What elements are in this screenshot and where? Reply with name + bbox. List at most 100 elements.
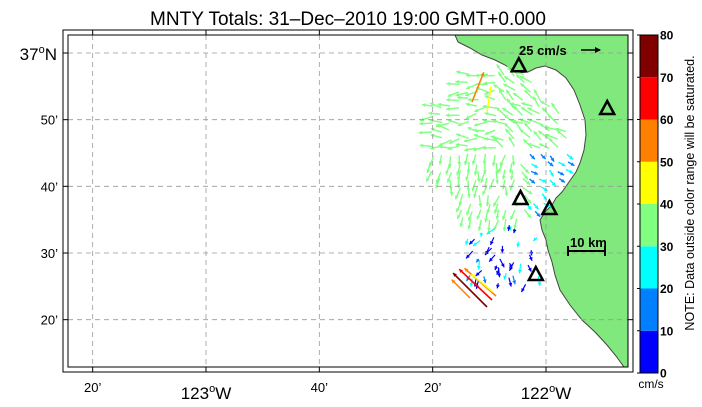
colorbar-note: NOTE: Data outside color range will be s…	[683, 55, 697, 330]
current-vector	[446, 97, 460, 102]
current-vector	[465, 102, 478, 107]
current-vector	[521, 102, 533, 107]
current-vector	[471, 154, 477, 165]
current-vector	[471, 180, 477, 192]
current-vector	[558, 178, 566, 183]
current-vector	[455, 142, 468, 147]
current-vector	[484, 129, 496, 136]
current-vector	[418, 130, 433, 135]
current-vector	[464, 147, 476, 152]
current-vector	[522, 186, 533, 195]
current-vector	[548, 137, 559, 148]
colorbar-segment	[640, 35, 658, 78]
current-vector	[523, 209, 532, 219]
current-vector	[466, 187, 471, 198]
current-vector	[451, 279, 471, 299]
current-vector	[483, 177, 488, 189]
current-vector	[529, 178, 536, 184]
current-vector	[484, 210, 489, 223]
current-vector	[457, 120, 470, 127]
colorbar-segment	[640, 77, 658, 120]
current-vector	[495, 172, 500, 184]
current-vector	[495, 209, 500, 220]
current-vector	[456, 209, 463, 220]
map-frame	[67, 34, 629, 368]
colorbar-tick-label: 40	[660, 198, 674, 212]
current-vector	[517, 263, 522, 274]
current-vector	[486, 228, 495, 235]
current-vector	[483, 81, 496, 86]
current-vector	[488, 254, 496, 262]
lat-label: 40’	[41, 179, 58, 194]
current-vector	[508, 262, 515, 272]
radar-site-marker	[511, 188, 530, 206]
current-vector	[447, 91, 460, 98]
current-vector	[521, 171, 529, 180]
current-vector	[425, 170, 433, 183]
current-vector	[459, 217, 464, 228]
current-vector	[505, 89, 514, 101]
current-vector	[452, 272, 488, 308]
current-vector	[446, 81, 460, 86]
current-vector	[497, 71, 506, 83]
current-vector	[515, 73, 525, 84]
current-vector	[524, 194, 532, 205]
colorbar-tick-label: 30	[660, 240, 674, 254]
current-vector	[547, 114, 559, 125]
current-vector	[501, 107, 514, 116]
current-vector	[555, 127, 567, 133]
colorbar-segment	[640, 288, 658, 331]
current-vector	[548, 169, 555, 177]
current-vector	[545, 133, 558, 140]
current-vector	[511, 155, 516, 166]
frame-ticks	[63, 30, 633, 372]
current-vector	[539, 100, 551, 108]
current-vector	[500, 245, 505, 253]
current-vector	[507, 225, 511, 231]
current-vector	[549, 155, 555, 163]
current-vector	[467, 211, 473, 221]
current-vector	[483, 161, 487, 174]
scale-vector: 25 cm/s	[519, 43, 601, 58]
colorbar-tick-label: 10	[660, 324, 674, 338]
current-vector	[516, 241, 521, 248]
current-vector	[454, 187, 462, 200]
current-vector	[496, 63, 505, 76]
current-vector	[419, 121, 433, 126]
lon-label: 122oW	[521, 383, 572, 403]
current-vector	[522, 178, 531, 186]
current-vector	[527, 107, 540, 115]
lat-label: 50’	[41, 113, 58, 128]
current-vector	[498, 89, 507, 101]
current-vector	[475, 258, 480, 263]
current-vector	[466, 203, 472, 216]
current-vector	[547, 161, 554, 167]
lon-label: 20’	[424, 380, 441, 395]
current-vector	[567, 161, 575, 167]
current-vector	[455, 91, 468, 97]
radar-site-marker	[540, 198, 559, 216]
current-vector	[465, 171, 470, 181]
current-vector	[449, 186, 454, 196]
current-vector	[519, 75, 532, 84]
current-vector	[538, 178, 547, 183]
current-vector	[508, 277, 513, 287]
current-vector	[527, 142, 541, 149]
current-vector	[533, 89, 542, 101]
current-vector	[475, 269, 483, 277]
current-vector	[435, 172, 442, 184]
colorbar-tick-label: 60	[660, 113, 674, 127]
current-vector	[438, 145, 451, 149]
lon-label: 20’	[84, 380, 101, 395]
current-vector	[495, 106, 506, 117]
current-vector	[473, 186, 478, 199]
current-vector	[482, 276, 487, 284]
current-vector	[531, 163, 539, 169]
current-vector	[445, 163, 451, 175]
current-vector	[509, 102, 521, 107]
radar-site-marker	[598, 98, 617, 116]
lat-label: 37oN	[20, 44, 57, 64]
current-vector	[520, 106, 533, 116]
current-vector	[482, 104, 497, 109]
current-vector	[429, 102, 442, 109]
